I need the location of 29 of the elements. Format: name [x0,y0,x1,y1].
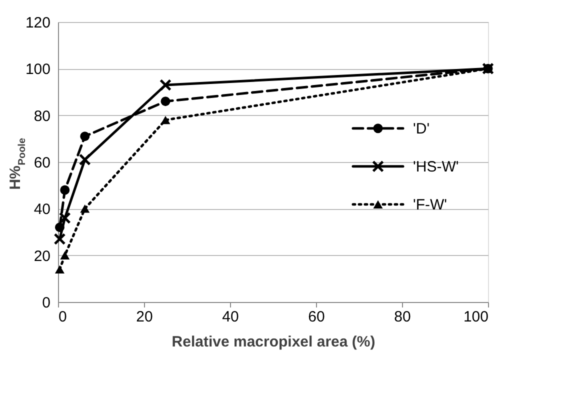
point [80,204,90,213]
x-tick-label: 0 [58,308,67,326]
legend-label: 'D' [413,120,430,138]
point [54,233,66,245]
point [54,265,64,274]
x-tick-label: 80 [394,308,411,326]
point [58,212,71,224]
x-axis-title: Relative macropixel area (%) [172,334,376,350]
x-tick-label: 100 [463,308,488,326]
y-tick-label: 40 [34,201,50,218]
legend-label: 'HS-W' [413,158,459,176]
point [80,132,90,142]
x-tick-label: 60 [308,308,325,326]
point [60,251,70,260]
point [60,185,70,195]
legend-label: 'F-W' [413,196,448,214]
point [160,96,170,106]
y-tick-label: 100 [25,61,50,78]
point [160,116,170,124]
y-tick-label: 80 [34,108,50,125]
x-tick-label: 20 [136,308,153,326]
point [78,154,91,166]
y-tick-label: 60 [34,154,50,172]
point [160,79,172,91]
x-tick-label: 40 [222,308,239,326]
y-tick-label: 120 [25,14,50,32]
y-tick-label: 20 [34,248,50,265]
y-tick-label: 0 [42,294,50,312]
y-axis-title: H%Poole [7,138,28,190]
